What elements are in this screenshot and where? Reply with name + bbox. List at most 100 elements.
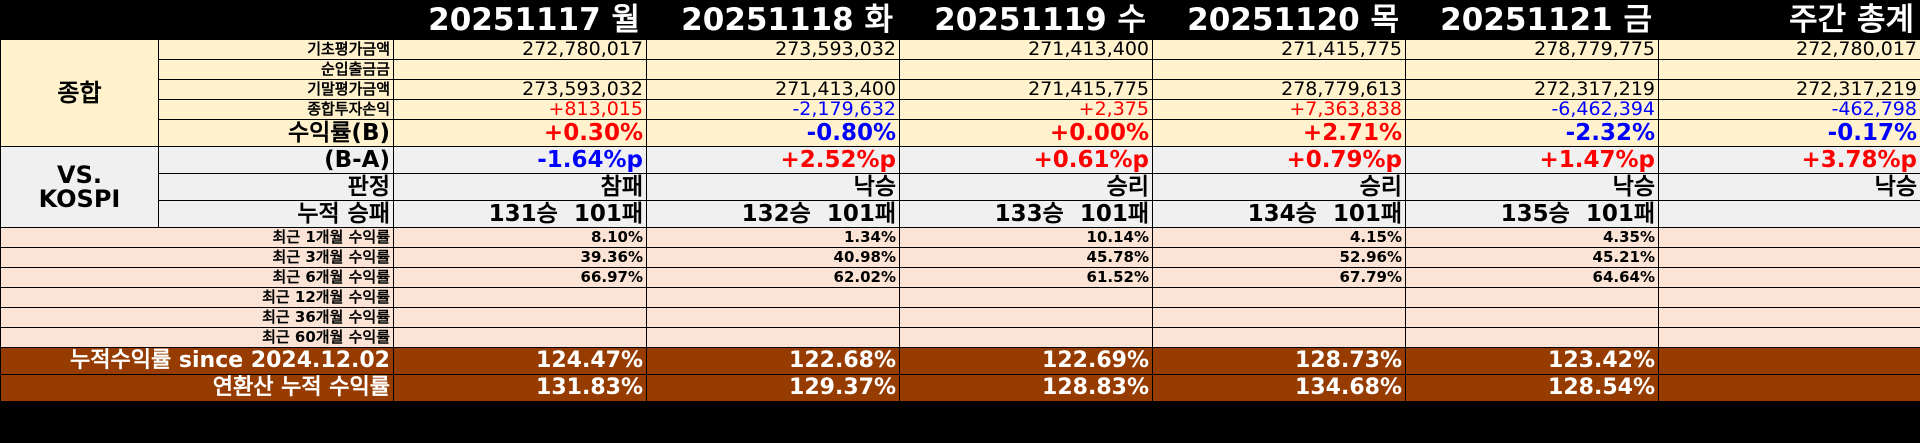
cell-base[interactable]: 272,780,017 bbox=[1658, 39, 1920, 60]
cell-r36[interactable] bbox=[1658, 307, 1920, 328]
cell-diff[interactable]: +1.47%p bbox=[1405, 146, 1659, 174]
cell-cum[interactable]: 128.73% bbox=[1152, 347, 1406, 375]
cell-r6[interactable]: 62.02% bbox=[646, 267, 900, 288]
cell-base[interactable]: 273,593,032 bbox=[646, 39, 900, 60]
cell-record[interactable] bbox=[1658, 200, 1920, 228]
cell-cum[interactable] bbox=[1658, 347, 1920, 375]
cell-cum[interactable]: 122.69% bbox=[899, 347, 1153, 375]
cell-r3[interactable]: 40.98% bbox=[646, 247, 900, 268]
cell-judge[interactable]: 승리 bbox=[899, 173, 1153, 201]
cell-flow[interactable] bbox=[1658, 59, 1920, 80]
column-header[interactable]: 20251120 목 bbox=[1152, 0, 1406, 40]
cell-end[interactable]: 271,413,400 bbox=[646, 79, 900, 100]
cell-r60[interactable] bbox=[1405, 327, 1659, 348]
cell-end[interactable]: 273,593,032 bbox=[393, 79, 647, 100]
cell-end[interactable]: 278,779,613 bbox=[1152, 79, 1406, 100]
cell-judge[interactable]: 낙승 bbox=[646, 173, 900, 201]
cell-r3[interactable]: 45.21% bbox=[1405, 247, 1659, 268]
column-header[interactable]: 20251118 화 bbox=[646, 0, 900, 40]
cell-r3[interactable]: 52.96% bbox=[1152, 247, 1406, 268]
cell-base[interactable]: 271,413,400 bbox=[899, 39, 1153, 60]
cell-r60[interactable] bbox=[1658, 327, 1920, 348]
cell-ret[interactable]: -0.17% bbox=[1658, 119, 1920, 147]
cell-base[interactable]: 271,415,775 bbox=[1152, 39, 1406, 60]
cell-r3[interactable] bbox=[1658, 247, 1920, 268]
cell-r36[interactable] bbox=[1405, 307, 1659, 328]
cell-r1[interactable]: 4.35% bbox=[1405, 227, 1659, 248]
cell-pnl[interactable]: +813,015 bbox=[393, 99, 647, 120]
cell-r3[interactable]: 45.78% bbox=[899, 247, 1153, 268]
cell-r36[interactable] bbox=[899, 307, 1153, 328]
cell-pnl[interactable]: -6,462,394 bbox=[1405, 99, 1659, 120]
cell-end[interactable]: 272,317,219 bbox=[1405, 79, 1659, 100]
cell-diff[interactable]: +0.79%p bbox=[1152, 146, 1406, 174]
cell-base[interactable]: 278,779,775 bbox=[1405, 39, 1659, 60]
cell-pnl[interactable]: -462,798 bbox=[1658, 99, 1920, 120]
cell-record[interactable]: 131승 101패 bbox=[393, 200, 647, 228]
cell-r6[interactable] bbox=[1658, 267, 1920, 288]
cell-record[interactable]: 132승 101패 bbox=[646, 200, 900, 228]
cell-diff[interactable]: +2.52%p bbox=[646, 146, 900, 174]
cell-r60[interactable] bbox=[646, 327, 900, 348]
cell-r60[interactable] bbox=[393, 327, 647, 348]
cell-r12[interactable] bbox=[899, 287, 1153, 308]
cell-flow[interactable] bbox=[899, 59, 1153, 80]
column-header[interactable]: 20251119 수 bbox=[899, 0, 1153, 40]
cell-ann[interactable]: 128.83% bbox=[899, 374, 1153, 402]
cell-pnl[interactable]: -2,179,632 bbox=[646, 99, 900, 120]
cell-ret[interactable]: +0.00% bbox=[899, 119, 1153, 147]
cell-ann[interactable] bbox=[1658, 374, 1920, 402]
cell-r1[interactable]: 10.14% bbox=[899, 227, 1153, 248]
cell-flow[interactable] bbox=[1152, 59, 1406, 80]
cell-diff[interactable]: +3.78%p bbox=[1658, 146, 1920, 174]
cell-r60[interactable] bbox=[1152, 327, 1406, 348]
cell-end[interactable]: 272,317,219 bbox=[1658, 79, 1920, 100]
cell-r12[interactable] bbox=[1152, 287, 1406, 308]
cell-r12[interactable] bbox=[646, 287, 900, 308]
cell-flow[interactable] bbox=[1405, 59, 1659, 80]
cell-ret[interactable]: -0.80% bbox=[646, 119, 900, 147]
cell-cum[interactable]: 123.42% bbox=[1405, 347, 1659, 375]
cell-r1[interactable] bbox=[1658, 227, 1920, 248]
cell-ret[interactable]: +0.30% bbox=[393, 119, 647, 147]
column-header[interactable]: 20251117 월 bbox=[393, 0, 647, 40]
cell-end[interactable]: 271,415,775 bbox=[899, 79, 1153, 100]
cell-r6[interactable]: 67.79% bbox=[1152, 267, 1406, 288]
cell-r12[interactable] bbox=[1658, 287, 1920, 308]
cell-r6[interactable]: 66.97% bbox=[393, 267, 647, 288]
cell-ann[interactable]: 129.37% bbox=[646, 374, 900, 402]
cell-ret[interactable]: -2.32% bbox=[1405, 119, 1659, 147]
cell-ann[interactable]: 131.83% bbox=[393, 374, 647, 402]
cell-cum[interactable]: 124.47% bbox=[393, 347, 647, 375]
cell-r60[interactable] bbox=[899, 327, 1153, 348]
cell-cum[interactable]: 122.68% bbox=[646, 347, 900, 375]
cell-record[interactable]: 134승 101패 bbox=[1152, 200, 1406, 228]
cell-base[interactable]: 272,780,017 bbox=[393, 39, 647, 60]
cell-flow[interactable] bbox=[646, 59, 900, 80]
cell-r12[interactable] bbox=[1405, 287, 1659, 308]
cell-flow[interactable] bbox=[393, 59, 647, 80]
cell-ann[interactable]: 134.68% bbox=[1152, 374, 1406, 402]
cell-r36[interactable] bbox=[646, 307, 900, 328]
cell-pnl[interactable]: +2,375 bbox=[899, 99, 1153, 120]
cell-r1[interactable]: 1.34% bbox=[646, 227, 900, 248]
cell-judge[interactable]: 참패 bbox=[393, 173, 647, 201]
cell-record[interactable]: 133승 101패 bbox=[899, 200, 1153, 228]
cell-r36[interactable] bbox=[1152, 307, 1406, 328]
cell-ann[interactable]: 128.54% bbox=[1405, 374, 1659, 402]
cell-ret[interactable]: +2.71% bbox=[1152, 119, 1406, 147]
cell-judge[interactable]: 승리 bbox=[1152, 173, 1406, 201]
cell-r3[interactable]: 39.36% bbox=[393, 247, 647, 268]
cell-r1[interactable]: 4.15% bbox=[1152, 227, 1406, 248]
cell-diff[interactable]: -1.64%p bbox=[393, 146, 647, 174]
cell-judge[interactable]: 낙승 bbox=[1658, 173, 1920, 201]
cell-r12[interactable] bbox=[393, 287, 647, 308]
cell-r6[interactable]: 64.64% bbox=[1405, 267, 1659, 288]
column-header[interactable]: 주간 총계 bbox=[1658, 0, 1920, 40]
cell-r6[interactable]: 61.52% bbox=[899, 267, 1153, 288]
cell-r1[interactable]: 8.10% bbox=[393, 227, 647, 248]
column-header[interactable]: 20251121 금 bbox=[1405, 0, 1659, 40]
cell-diff[interactable]: +0.61%p bbox=[899, 146, 1153, 174]
cell-record[interactable]: 135승 101패 bbox=[1405, 200, 1659, 228]
cell-pnl[interactable]: +7,363,838 bbox=[1152, 99, 1406, 120]
